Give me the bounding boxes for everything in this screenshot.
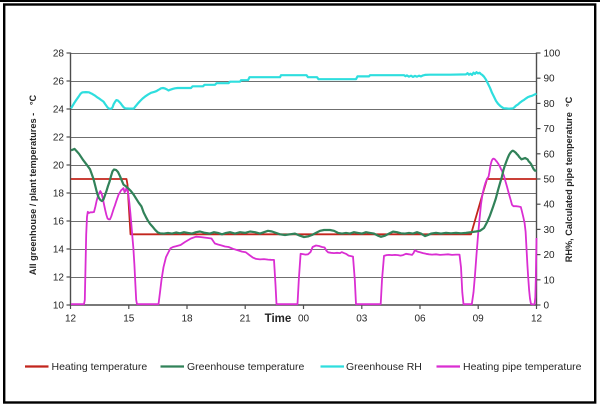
svg-text:10: 10 [53, 301, 65, 312]
svg-text:All greenhouse / plant tempera: All greenhouse / plant temperatures - °C [28, 94, 38, 275]
svg-text:00: 00 [298, 314, 310, 325]
svg-text:30: 30 [544, 225, 556, 236]
svg-text:09: 09 [473, 314, 485, 325]
svg-text:18: 18 [53, 189, 65, 200]
svg-text:16: 16 [53, 217, 65, 228]
svg-text:Heating temperature: Heating temperature [52, 361, 148, 373]
svg-text:14: 14 [53, 245, 65, 256]
svg-text:28: 28 [53, 49, 65, 60]
svg-text:26: 26 [53, 77, 65, 88]
svg-text:Greenhouse temperature: Greenhouse temperature [187, 361, 304, 373]
svg-text:10: 10 [544, 275, 556, 286]
svg-text:15: 15 [123, 314, 135, 325]
svg-text:90: 90 [544, 74, 556, 85]
svg-text:Heating pipe temperature: Heating pipe temperature [463, 361, 582, 373]
svg-text:70: 70 [544, 124, 556, 135]
svg-text:60: 60 [544, 149, 556, 160]
svg-text:Time: Time [265, 313, 292, 325]
svg-text:Greenhouse RH: Greenhouse RH [346, 361, 422, 373]
svg-text:40: 40 [544, 200, 556, 211]
svg-text:24: 24 [53, 105, 65, 116]
svg-text:22: 22 [53, 133, 65, 144]
svg-text:12: 12 [65, 314, 77, 325]
svg-text:12: 12 [53, 273, 65, 284]
svg-text:21: 21 [240, 314, 252, 325]
svg-text:80: 80 [544, 99, 556, 110]
svg-text:20: 20 [53, 161, 65, 172]
svg-text:50: 50 [544, 175, 556, 186]
svg-text:03: 03 [356, 314, 368, 325]
svg-text:12: 12 [531, 314, 543, 325]
svg-text:18: 18 [181, 314, 193, 325]
svg-text:06: 06 [414, 314, 426, 325]
svg-text:100: 100 [544, 49, 561, 60]
svg-text:0: 0 [544, 301, 550, 312]
svg-text:RH%, Calculated pipe temperatu: RH%, Calculated pipe temperature °C [564, 96, 574, 262]
svg-text:20: 20 [544, 250, 556, 261]
